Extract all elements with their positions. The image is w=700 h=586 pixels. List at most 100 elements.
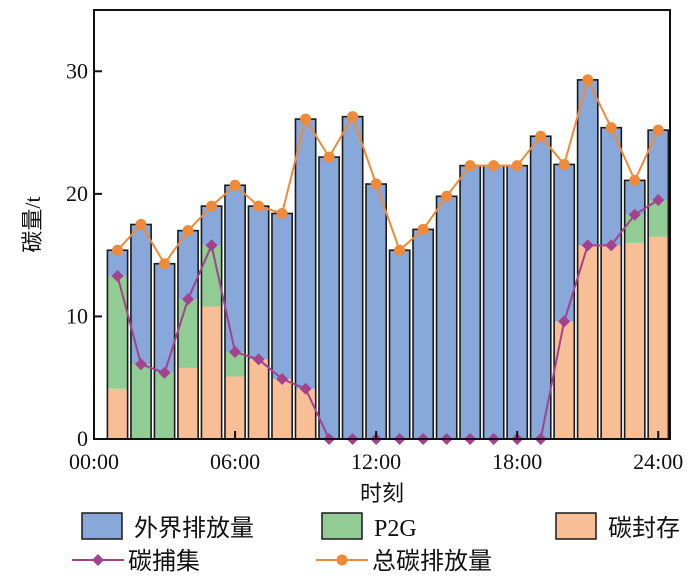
- y-axis-title: 碳量/t: [20, 196, 45, 252]
- bar-segment: [648, 236, 669, 439]
- bar-segment: [130, 364, 152, 439]
- bar-segment: [483, 165, 504, 440]
- bar-segment: [624, 180, 645, 215]
- bar-segment: [201, 306, 222, 439]
- bar-segment: [177, 367, 199, 439]
- bar-segment: [271, 213, 293, 379]
- data-point: [158, 366, 171, 379]
- x-tick-label: 06:00: [210, 449, 260, 474]
- data-point: [229, 345, 242, 358]
- data-point: [182, 293, 195, 306]
- bar-segment: [342, 116, 363, 439]
- bar-segment: [601, 127, 622, 246]
- legend-marker: [92, 554, 104, 566]
- bar-segment: [366, 184, 387, 439]
- legend-label: 碳封存: [608, 515, 680, 542]
- y-tick-label: 30: [66, 58, 88, 83]
- data-point: [276, 207, 288, 219]
- data-point: [511, 160, 523, 172]
- bar-segment: [224, 351, 246, 377]
- data-point: [252, 353, 265, 366]
- x-axis-title: 时刻: [360, 481, 404, 506]
- bar-segment: [601, 245, 622, 439]
- data-point: [558, 315, 571, 328]
- data-point: [300, 113, 312, 125]
- data-point: [582, 74, 594, 86]
- data-point: [229, 179, 241, 191]
- data-point: [347, 111, 359, 123]
- data-point: [159, 258, 171, 270]
- data-point: [323, 151, 335, 163]
- x-tick-label: 18:00: [492, 449, 542, 474]
- plot-frame: [93, 9, 671, 440]
- bar-segment: [648, 199, 669, 237]
- y-tick-label: 20: [66, 181, 88, 206]
- legend-marker: [336, 554, 348, 566]
- bar-segment: [624, 242, 645, 439]
- x-tick-label: 24:00: [633, 449, 683, 474]
- legend-label: 外界排放量: [134, 515, 254, 542]
- bar-segment: [201, 245, 222, 307]
- bar-segment: [107, 275, 128, 389]
- bar-segment: [224, 376, 246, 439]
- data-point: [205, 239, 218, 252]
- bar-segment: [248, 206, 269, 360]
- series-line: [116, 77, 660, 266]
- data-point: [628, 208, 641, 221]
- bar-segment: [154, 263, 175, 373]
- bars-layer: [106, 79, 670, 440]
- data-point: [417, 223, 429, 235]
- axes-layer: 0 10 20 30 00:00 06:00 12:00 18:00 24:00 时刻 碳量/t: [20, 9, 683, 506]
- legend-swatch: [321, 512, 363, 540]
- legend-label: 碳捕集: [128, 548, 200, 575]
- bar-segment: [554, 321, 575, 439]
- data-point: [535, 130, 547, 142]
- bar-segment: [201, 206, 222, 246]
- data-point: [605, 239, 618, 252]
- bar-segment: [530, 136, 551, 439]
- bar-segment: [271, 378, 293, 439]
- y-tick-label: 0: [77, 426, 88, 451]
- legend-swatch: [81, 512, 123, 540]
- legend-swatch: [555, 512, 597, 540]
- x-tick-label: 12:00: [351, 449, 401, 474]
- data-point: [276, 372, 289, 385]
- bar-segment: [507, 165, 528, 440]
- legend-label: P2G: [374, 516, 417, 542]
- bar-segment: [107, 388, 128, 439]
- data-point: [182, 225, 194, 237]
- data-point: [135, 219, 147, 230]
- lines-layer: [111, 74, 665, 445]
- data-point: [581, 239, 594, 252]
- data-point: [206, 200, 218, 212]
- bar-segment: [295, 119, 316, 389]
- bar-segment: [413, 229, 434, 439]
- bar-segment: [436, 196, 457, 439]
- data-point: [464, 160, 476, 172]
- bar-segment: [460, 165, 481, 440]
- bar-segment: [154, 372, 175, 439]
- data-point: [111, 269, 124, 282]
- legend-label: 总碳排放量: [372, 548, 492, 575]
- data-point: [629, 174, 641, 186]
- bar-segment: [295, 388, 316, 439]
- bar-segment: [177, 230, 199, 300]
- bar-segment: [318, 157, 340, 439]
- data-point: [441, 190, 453, 202]
- bar-segment: [577, 79, 598, 246]
- x-tick-label: 00:00: [69, 449, 119, 474]
- bar-segment: [389, 250, 410, 439]
- bar-segment: [130, 224, 152, 365]
- bar-segment: [177, 299, 199, 368]
- data-point: [488, 160, 500, 172]
- data-point: [558, 158, 570, 170]
- bar-segment: [107, 250, 128, 276]
- data-point: [394, 244, 406, 256]
- data-point: [299, 382, 312, 395]
- bar-segment: [224, 185, 246, 352]
- data-point: [652, 193, 665, 206]
- data-point: [652, 124, 664, 136]
